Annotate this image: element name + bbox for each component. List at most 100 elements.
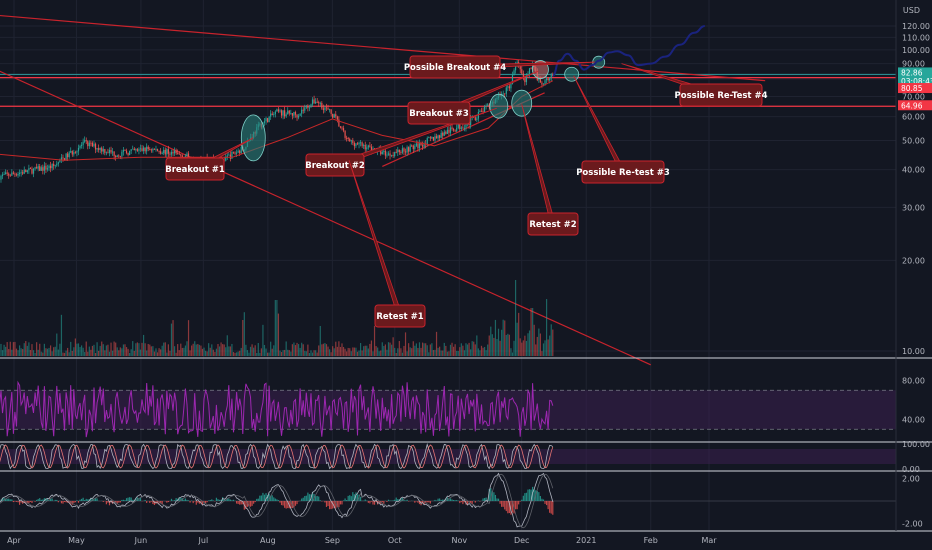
annotation-box[interactable] [374,304,426,328]
annotations[interactable]: Breakout #1 Breakout #2 Breakout #3 Possibl… [165,55,768,328]
volume-bar [107,344,109,356]
candle-body [113,151,115,156]
candle-body [23,169,25,174]
volume-bar [431,343,433,356]
volume-bar [32,350,35,356]
macd-histogram-bar [232,499,235,501]
price-tick-label: 110.00 [902,33,930,42]
candle-body [476,118,478,121]
volume-bar [397,348,399,356]
macd-histogram-bar [276,499,278,501]
volume-bar [70,341,72,356]
candle-body [359,142,362,144]
volume-bar [67,347,69,356]
candle-body [318,102,320,104]
volume-bar [406,351,408,356]
annotation-label: Breakout #3 [409,109,469,119]
volume-bar [268,352,270,356]
volume-bar [122,344,125,356]
volume-bar [28,342,30,356]
candle-body [228,154,230,156]
macd-histogram-bar [497,498,500,501]
time-axis[interactable]: Apr May Jun Jul Aug Sep Oct Nov Dec 2021 Feb Mar [0,0,717,545]
macd-histogram-bar [116,501,118,505]
macd-histogram-bar [29,501,32,502]
macd-histogram-bar [28,501,30,504]
candle-body [552,74,554,77]
macd-histogram-bar [392,500,394,501]
candle-body [485,105,487,107]
candle-body [390,155,393,157]
candle-body [336,116,338,120]
volume-bar [260,348,262,356]
stoch-tick-label: 0.00 [902,465,920,474]
volume-bar [452,346,455,356]
price-tick-label: 20.00 [902,256,925,265]
volume-bar [31,344,33,356]
candle-body [240,146,242,154]
candle-body [17,173,19,176]
volume-bar [135,343,137,356]
annotation-box[interactable] [305,153,365,177]
volume-bar [46,348,49,356]
macd-histogram-bar [414,501,416,503]
volume-bar [519,338,521,356]
candle-body [465,124,467,128]
macd-histogram-bar [434,499,436,501]
macd-histogram-bar [208,500,210,501]
volume-bar [549,335,551,356]
annotation-box[interactable] [679,83,763,107]
volume-bar [56,333,58,356]
annotation-box[interactable] [409,55,501,79]
candle-body [156,149,159,151]
candle-body [87,141,89,147]
candle-body [138,149,140,151]
annotation-box[interactable] [581,160,665,184]
volume-bar [341,343,343,356]
macd-histogram-bar [186,499,188,501]
pane-separators[interactable] [0,0,932,532]
macd-histogram-bar [552,501,554,515]
volume-bar [378,351,380,356]
volume-bar [48,347,50,356]
time-tick-label: Mar [701,536,717,545]
candle-body [22,172,24,174]
volume-bar [25,341,27,356]
candle-body [480,110,483,112]
volume-bar [23,343,25,356]
candle-body [270,113,272,117]
macd-histogram-bar [522,495,524,501]
macd-histogram-bar [110,501,112,503]
volume-bar [22,349,24,356]
macd-histogram-bar [507,501,509,514]
candle-body [37,166,39,169]
annotation-box[interactable] [527,212,579,236]
price-axis[interactable]: USD10.0020.0030.0040.0050.0060.0070.0080… [898,6,932,528]
macd-histogram-bar [508,501,510,514]
macd-histogram-bar [129,497,131,501]
macd-histogram-bar [122,499,125,501]
candle-body [90,142,92,144]
macd-histogram-bar [34,501,36,502]
candle-body [234,152,236,154]
candle-body [57,162,59,164]
rsi-line [0,380,554,438]
candle-body [105,152,107,154]
candle-body [457,124,459,128]
macd-histogram-bar [153,501,156,506]
annotation-box[interactable] [407,101,471,125]
candle-body [550,74,552,79]
macd-histogram-bar [318,496,320,501]
volume-bar [6,342,8,356]
annotation-box[interactable] [165,157,225,181]
volume-bar [319,325,321,356]
macd-histogram-bar [347,495,349,501]
macd-histogram-bar [466,501,469,506]
candle-body [415,143,417,146]
macd-histogram-bar [218,499,221,501]
volume-bar [409,347,411,356]
macd-histogram-bar [514,501,517,510]
macd-histogram-bar [387,499,390,501]
volume-bar [518,312,520,356]
